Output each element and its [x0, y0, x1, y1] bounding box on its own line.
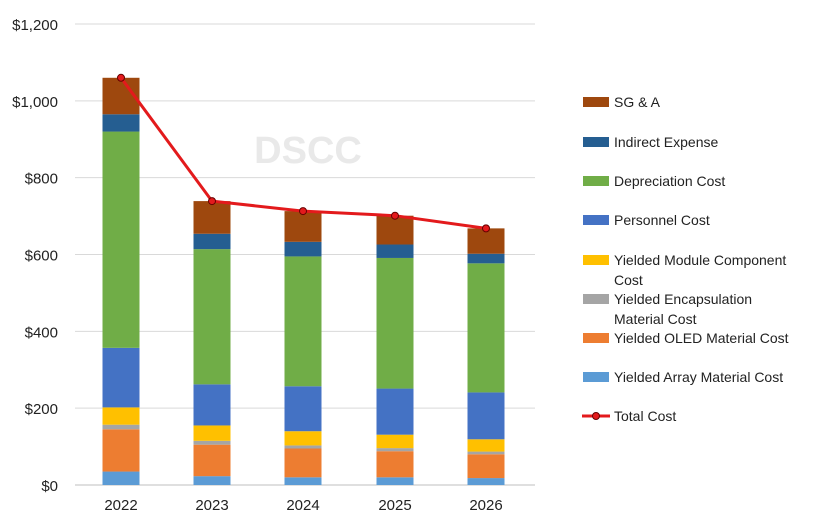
- y-tick-label: $400: [25, 324, 58, 341]
- legend-label: Depreciation Cost: [614, 173, 725, 189]
- x-tick-label: 2026: [469, 497, 502, 514]
- bar-stack-2022: [102, 77, 140, 485]
- legend-item: Total Cost: [582, 408, 676, 424]
- total-cost-point: [482, 224, 490, 233]
- legend-item: Indirect Expense: [583, 134, 718, 150]
- bar-segment: [193, 425, 231, 441]
- bar-segment: [376, 477, 414, 485]
- bar-segment: [193, 249, 231, 385]
- total-cost-point: [299, 207, 307, 216]
- legend-item: Yielded Array Material Cost: [583, 369, 783, 385]
- legend-swatch: [583, 255, 609, 265]
- y-tick-label: $600: [25, 248, 58, 265]
- bar-segment: [284, 241, 322, 257]
- legend-swatch: [583, 97, 609, 107]
- legend: SG & A Indirect Expense Depreciation Cost P…: [582, 94, 789, 424]
- bar-segment: [467, 451, 505, 455]
- bar-segment: [193, 233, 231, 250]
- bar-segment: [284, 256, 322, 387]
- legend-label: Yielded Module Component Cost: [614, 252, 786, 288]
- total-cost-point: [208, 197, 216, 206]
- bar-segment: [467, 263, 505, 393]
- x-axis: 2022 2023 2024 2025 2026: [104, 497, 502, 514]
- bar-segment: [193, 476, 231, 485]
- bar-segment: [284, 431, 322, 446]
- legend-label: Total Cost: [614, 408, 676, 424]
- legend-swatch: [583, 372, 609, 382]
- y-axis: $0 $200 $400 $600 $800 $1,000 $1,200: [12, 17, 58, 495]
- bar-segment: [102, 407, 140, 425]
- bar-segment: [284, 386, 322, 432]
- legend-label: Yielded OLED Material Cost: [614, 330, 789, 346]
- y-tick-label: $0: [41, 478, 58, 495]
- total-cost-line: [117, 73, 490, 233]
- bar-segment: [102, 471, 140, 485]
- bar-segment: [467, 454, 505, 479]
- legend-item: Yielded Encapsulation Material Cost: [583, 291, 752, 327]
- bar-stack-2026: [467, 228, 505, 485]
- x-tick-label: 2022: [104, 497, 137, 514]
- bar-segment: [102, 114, 140, 132]
- bar-segment: [376, 257, 414, 389]
- bar-segment: [102, 424, 140, 430]
- legend-item: Personnel Cost: [583, 212, 710, 228]
- legend-label: Indirect Expense: [614, 134, 718, 150]
- bar-segment: [376, 451, 414, 478]
- bar-segment: [102, 429, 140, 472]
- bar-segment: [376, 244, 414, 258]
- legend-item: SG & A: [583, 94, 661, 110]
- legend-item: Yielded OLED Material Cost: [583, 330, 789, 346]
- x-tick-label: 2023: [195, 497, 228, 514]
- bar-segment: [193, 201, 231, 234]
- watermark: DSCC: [254, 130, 362, 172]
- y-tick-label: $1,200: [12, 17, 58, 34]
- bar-segment: [467, 228, 505, 254]
- bar-segment: [467, 253, 505, 264]
- legend-label: SG & A: [614, 94, 661, 110]
- total-cost-point: [117, 73, 125, 82]
- legend-swatch: [583, 137, 609, 147]
- bar-stack-2024: [284, 211, 322, 485]
- x-tick-label: 2025: [378, 497, 411, 514]
- bar-segment: [376, 215, 414, 245]
- legend-label: Yielded Array Material Cost: [614, 369, 783, 385]
- total-cost-point: [391, 211, 399, 220]
- bar-segment: [102, 131, 140, 348]
- legend-marker: [592, 412, 600, 420]
- legend-swatch: [583, 294, 609, 304]
- bar-segment: [376, 434, 414, 449]
- legend-swatch: [583, 176, 609, 186]
- legend-label: Yielded Encapsulation Material Cost: [614, 291, 752, 327]
- bar-segment: [284, 211, 322, 242]
- legend-swatch: [583, 333, 609, 343]
- y-tick-label: $800: [25, 171, 58, 188]
- bar-segment: [193, 384, 231, 426]
- legend-swatch: [583, 215, 609, 225]
- bar-segment: [284, 477, 322, 485]
- x-tick-label: 2024: [286, 497, 319, 514]
- bars: [102, 77, 505, 485]
- bar-segment: [102, 347, 140, 408]
- bar-segment: [376, 448, 414, 452]
- bar-segment: [193, 444, 231, 477]
- legend-item: Yielded Module Component Cost: [583, 252, 786, 288]
- bar-segment: [467, 439, 505, 452]
- bar-segment: [467, 392, 505, 440]
- bar-segment: [376, 388, 414, 435]
- bar-segment: [467, 478, 505, 485]
- bar-segment: [284, 445, 322, 449]
- legend-item: Depreciation Cost: [583, 173, 725, 189]
- bar-stack-2025: [376, 215, 414, 485]
- bar-segment: [284, 448, 322, 478]
- y-tick-label: $200: [25, 401, 58, 418]
- y-tick-label: $1,000: [12, 94, 58, 111]
- bar-segment: [193, 440, 231, 445]
- legend-label: Personnel Cost: [614, 212, 710, 228]
- bar-stack-2023: [193, 201, 231, 485]
